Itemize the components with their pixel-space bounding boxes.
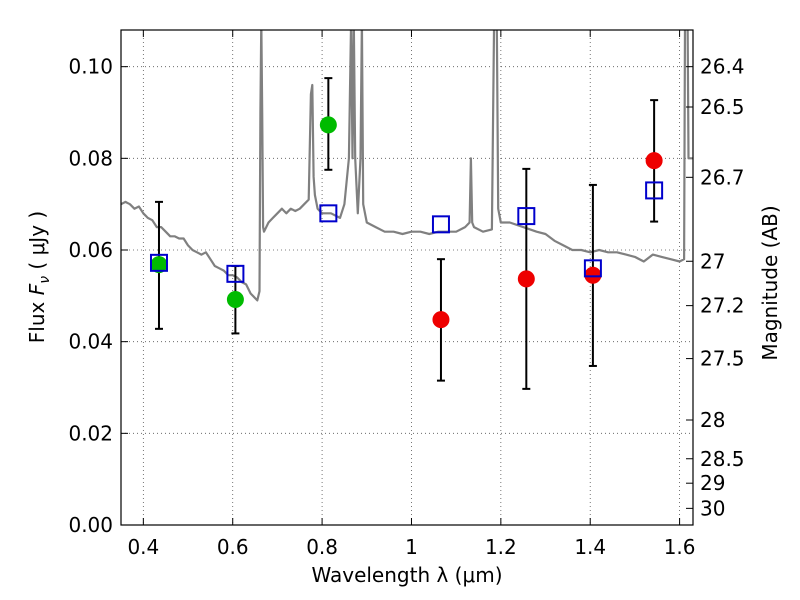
- x-tick-label: 1.2: [485, 535, 517, 559]
- x-tick-label: 0.8: [306, 535, 338, 559]
- model-point: [431, 215, 450, 234]
- x-axis-label: Wavelength λ (μm): [311, 563, 502, 587]
- plot-area: [121, 30, 693, 390]
- y-tick-label: 0.04: [68, 330, 113, 354]
- data-point: [517, 270, 535, 288]
- data-point: [645, 152, 663, 170]
- y-tick-label: 0.06: [68, 238, 113, 262]
- x-tick-label: 1: [405, 535, 418, 559]
- y-tick-label: 0.00: [68, 513, 113, 537]
- model-point: [583, 259, 602, 278]
- model-point: [517, 207, 536, 226]
- model-point: [226, 264, 245, 283]
- y-tick-label: 0.10: [68, 55, 113, 79]
- y2-tick-label: 27: [700, 249, 725, 273]
- y2-tick-label: 30: [700, 496, 725, 520]
- y2-tick-label: 27.2: [700, 294, 745, 318]
- y2-tick-label: 26.4: [700, 55, 745, 79]
- x-tick-label: 0.4: [127, 535, 159, 559]
- data-point: [584, 266, 602, 284]
- y-axis-label: Flux Fν ( μJy ): [25, 211, 53, 343]
- x-tick-label: 1.6: [664, 535, 696, 559]
- x-tick-label: 0.6: [217, 535, 249, 559]
- y2-tick-label: 29: [700, 471, 725, 495]
- y2-tick-label: 26.5: [700, 95, 745, 119]
- data-point: [226, 291, 244, 308]
- data-point: [319, 116, 337, 134]
- y2-tick-label: 28: [700, 408, 725, 432]
- axis-ticks: 0.4 0.6 0.8 1 1.2 1.4 1.6 0.00 0.02 0.04 0.06 0.08 0…: [68, 30, 745, 559]
- y2-tick-label: 27.5: [700, 347, 745, 371]
- plot-frame: [120, 29, 694, 526]
- data-point: [432, 311, 450, 329]
- model-point: [319, 204, 338, 223]
- model-point: [645, 181, 664, 200]
- model-point: [149, 253, 168, 272]
- y-tick-label: 0.08: [68, 146, 113, 170]
- y2-tick-label: 28.5: [700, 447, 745, 471]
- model-spectrum-line: [121, 30, 693, 302]
- y2-axis-label: Magnitude (AB): [758, 205, 782, 360]
- x-tick-label: 1.4: [574, 535, 606, 559]
- y-tick-label: 0.02: [68, 421, 113, 445]
- y2-tick-label: 26.7: [700, 165, 745, 189]
- grid: [121, 30, 693, 525]
